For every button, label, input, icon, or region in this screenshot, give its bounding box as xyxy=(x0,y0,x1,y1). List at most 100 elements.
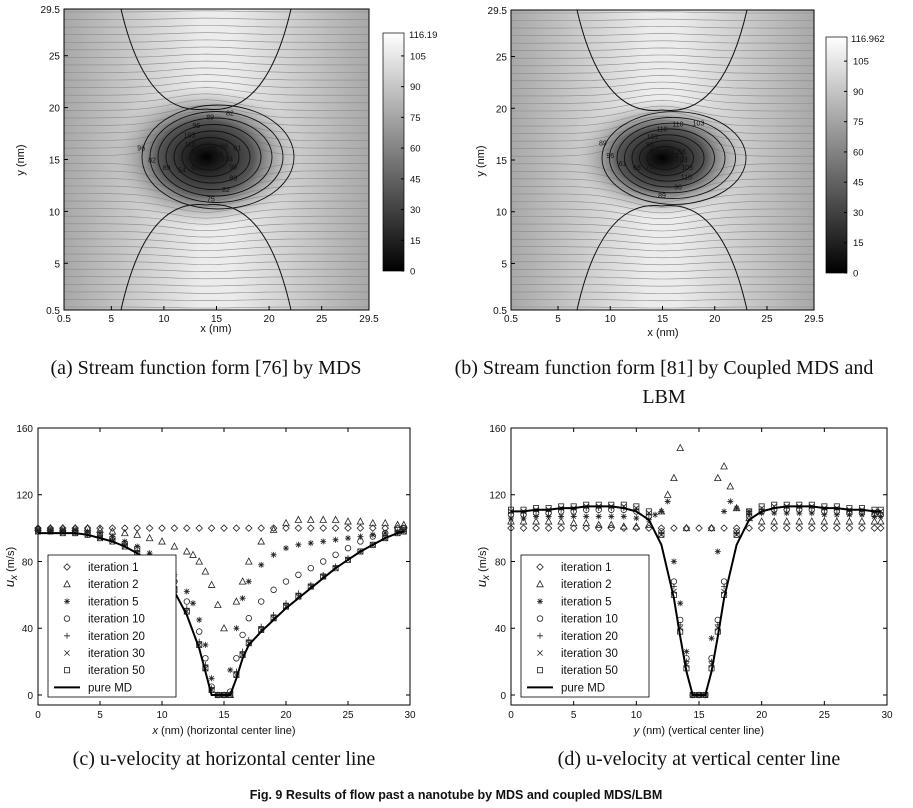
data-point-diamond xyxy=(707,524,716,532)
series-c xyxy=(34,515,408,699)
data-point-circle xyxy=(195,628,203,635)
x-tick-label: 10 xyxy=(158,314,170,325)
data-point-star xyxy=(382,530,389,537)
data-point-plus xyxy=(270,611,277,618)
streamline xyxy=(63,284,369,287)
x-tick-label: 15 xyxy=(218,710,230,721)
x-tick-label: 25 xyxy=(342,710,354,721)
data-point-plus xyxy=(245,636,252,643)
data-point-star xyxy=(64,598,70,605)
streamline xyxy=(510,33,814,36)
data-point-diamond xyxy=(307,524,315,532)
contour-label: 96 xyxy=(192,123,200,130)
data-point-diamond xyxy=(195,524,203,532)
data-point-diamond xyxy=(245,524,253,532)
streamline xyxy=(511,208,814,220)
data-point-triangle xyxy=(713,473,722,482)
data-point-star xyxy=(683,648,690,655)
y-tick-label: 5 xyxy=(54,259,60,270)
data-point-diamond xyxy=(845,524,854,532)
data-point-square xyxy=(537,667,544,674)
ticks-a: 0.5 5 10 15 20 25 29.5 0.5 5 10 15 20 25 29.5 xyxy=(41,5,380,325)
contour-label: 110 xyxy=(667,153,678,160)
streamline xyxy=(511,11,814,14)
data-point-triangle xyxy=(182,547,191,555)
data-point-cross xyxy=(758,505,765,511)
data-point-cross xyxy=(307,583,314,590)
data-point-star xyxy=(727,498,734,505)
contour-line xyxy=(609,116,736,200)
streamline xyxy=(510,40,814,44)
streamline xyxy=(63,80,369,88)
data-point-diamond xyxy=(145,524,154,532)
x-tick-label: 29.5 xyxy=(359,314,379,325)
data-point-triangle xyxy=(63,579,71,588)
data-point-triangle xyxy=(582,518,591,527)
data-point-triangle xyxy=(344,517,352,525)
data-point-diamond xyxy=(720,524,728,532)
data-point-diamond xyxy=(820,524,829,532)
data-point-cross xyxy=(270,615,277,622)
contour-label: 68 xyxy=(220,144,228,151)
streamline xyxy=(63,276,369,280)
streamline xyxy=(510,47,814,51)
data-point-cross xyxy=(633,505,640,511)
data-point-triangle xyxy=(195,557,204,565)
data-point-triangle xyxy=(858,517,866,525)
data-point-triangle xyxy=(201,567,210,575)
colorbar-tick-label: 90 xyxy=(410,82,421,93)
data-point-circle xyxy=(344,544,352,552)
data-point-diamond xyxy=(870,524,879,532)
data-point-star xyxy=(758,510,765,517)
streamline xyxy=(63,32,369,35)
streamline xyxy=(63,299,369,302)
legend-label: iteration 1 xyxy=(561,562,612,574)
contour-label: 110 xyxy=(211,152,222,159)
data-point-star xyxy=(783,510,790,517)
data-point-circle xyxy=(320,558,327,565)
streamline xyxy=(63,246,369,251)
data-point-triangle xyxy=(257,537,266,545)
y-tick-label: 15 xyxy=(496,156,508,167)
contour-line xyxy=(646,145,684,171)
data-point-star xyxy=(520,515,527,522)
data-point-diamond xyxy=(170,524,179,532)
contour-label: 103 xyxy=(676,157,688,164)
data-point-diamond xyxy=(294,524,303,532)
contour-label: 54 xyxy=(178,167,186,174)
data-point-circle xyxy=(239,631,246,639)
colorbar-tick-label: 105 xyxy=(410,51,426,62)
streamline xyxy=(510,299,814,302)
panel-b: 1101031031109689827568619689829610311011… xyxy=(475,6,885,339)
data-point-triangle xyxy=(331,515,340,523)
data-point-triangle xyxy=(213,600,222,608)
contour-line xyxy=(120,203,207,311)
xlabel-c: x (nm) (horizontal center line) xyxy=(151,725,295,737)
x-tick-label: 15 xyxy=(693,710,705,721)
axes-d: 0 5 10 15 20 25 30 0 40 80 120 160 xyxy=(489,424,893,721)
data-point-diamond xyxy=(282,524,290,532)
data-point-star xyxy=(721,508,728,515)
data-point-cross xyxy=(320,573,327,580)
streamline xyxy=(63,17,369,20)
data-point-diamond xyxy=(833,524,841,532)
data-point-diamond xyxy=(782,524,791,532)
data-point-star xyxy=(877,513,884,520)
contour-line xyxy=(654,151,673,165)
data-point-triangle xyxy=(381,518,390,527)
contour-line xyxy=(205,8,292,111)
data-point-diamond xyxy=(269,524,278,532)
legend-c: iteration 1 iteration 2 iteration 5 iterati… xyxy=(47,554,177,698)
data-point-star xyxy=(708,635,715,642)
colorbar-tick-label: 15 xyxy=(410,236,421,247)
legend-d: iteration 1 iteration 2 iteration 5 iterati… xyxy=(520,554,650,698)
legend-label: iteration 5 xyxy=(88,596,139,608)
data-point-cross xyxy=(537,650,543,656)
streamline xyxy=(63,291,369,294)
data-point-diamond xyxy=(795,524,804,532)
streamline xyxy=(510,246,814,252)
colorbar-tick-label: 45 xyxy=(853,178,864,189)
data-point-circle xyxy=(270,586,277,594)
